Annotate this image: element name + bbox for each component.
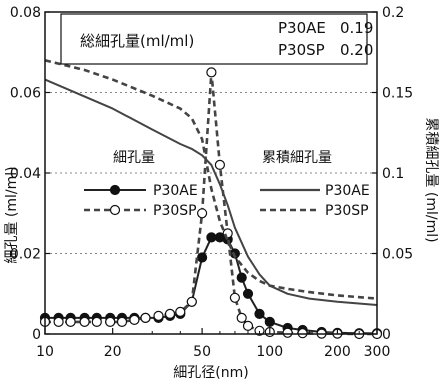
y-right-tick-label-0: 0 xyxy=(382,327,391,343)
y-left-tick-label-4: 0.08 xyxy=(10,5,41,21)
x-tick-label-1: 20 xyxy=(104,344,122,360)
total-pore-volume-box: 総細孔量(ml/ml) P30AE 0.19 P30SP 0.20 xyxy=(60,13,373,65)
y-right-tick-label-3: 0.15 xyxy=(382,86,413,102)
series-2-point-19 xyxy=(242,320,254,331)
x-tick-label-3: 100 xyxy=(256,344,283,360)
series-2-point-18 xyxy=(236,312,247,323)
legend-pore-volume: 細孔量 P30AE P30SP xyxy=(84,150,198,219)
series-layer xyxy=(39,59,383,340)
gridlines xyxy=(45,92,377,254)
series-2-point-22 xyxy=(282,327,293,338)
legend-left-label-1: P30AE xyxy=(153,183,198,199)
series-2-point-11 xyxy=(175,306,186,317)
y-left-tick-label-1: 0.02 xyxy=(10,247,41,263)
y-right-tick-label-4: 0.2 xyxy=(382,5,404,21)
series-2-point-14 xyxy=(206,67,217,78)
x-axis-title: 細孔径(nm) xyxy=(173,365,248,381)
series-2-point-15 xyxy=(214,159,225,170)
series-2-point-20 xyxy=(254,325,265,336)
series-2-point-6 xyxy=(116,316,128,327)
series-1-point-14 xyxy=(206,232,217,243)
series-2-point-3 xyxy=(79,316,90,327)
series-2-point-23 xyxy=(297,328,308,339)
legend-right-heading: 累積細孔量 xyxy=(262,150,332,166)
series-1-point-18 xyxy=(236,272,247,283)
y-right-tick-label-2: 0.1 xyxy=(382,166,404,182)
x-tick-label-5: 300 xyxy=(364,344,391,360)
legend-right-label-1: P30AE xyxy=(325,183,370,199)
series-2-point-5 xyxy=(105,316,116,327)
legend-left-label-2: P30SP xyxy=(153,203,197,219)
series-1-point-19 xyxy=(242,288,254,299)
y-right-tick-label-1: 0.05 xyxy=(382,247,413,263)
series-2-point-12 xyxy=(186,296,197,307)
series-2-point-2 xyxy=(65,316,76,327)
legend-cumulative: 累積細孔量 P30AE P30SP xyxy=(260,150,370,219)
info-box-row-1-value: 0.19 xyxy=(340,19,373,37)
info-box-row-2-name: P30SP xyxy=(278,41,325,59)
series-1-point-13 xyxy=(197,252,208,263)
series-line-1 xyxy=(45,236,377,335)
series-line-3 xyxy=(44,78,378,306)
series-1-point-21 xyxy=(264,316,275,327)
series-2-point-1 xyxy=(53,316,64,327)
y-left-tick-label-3: 0.06 xyxy=(10,86,41,102)
y-left-tick-label-2: 0.04 xyxy=(10,166,41,182)
axes: 0 0.02 0.04 0.06 0.08 0 0.05 0.1 0.15 0.2 10 20 50 10… xyxy=(10,5,413,360)
series-1-point-20 xyxy=(254,308,265,319)
info-box-row-1-name: P30AE xyxy=(278,19,326,37)
series-2-point-4 xyxy=(91,316,102,327)
legend-left-heading: 細孔量 xyxy=(113,150,155,166)
series-2-point-13 xyxy=(197,208,208,219)
info-box-title: 総細孔量(ml/ml) xyxy=(80,32,194,50)
series-2-point-16 xyxy=(222,228,233,239)
y-axis-right-title: 累積細孔量 (ml/ml) xyxy=(423,117,439,242)
x-tick-label-2: 50 xyxy=(193,344,211,360)
series-line-4 xyxy=(44,59,378,300)
series-2-point-8 xyxy=(140,312,151,323)
y-axis-left-title: 細孔量 (ml/ml) xyxy=(4,166,20,263)
x-tick-label-4: 200 xyxy=(324,344,351,360)
legend-left-marker-1 xyxy=(109,184,121,196)
series-2-point-17 xyxy=(229,292,240,303)
series-2-point-10 xyxy=(164,308,176,319)
y-left-tick-label-0: 0 xyxy=(32,327,41,343)
series-line-2 xyxy=(45,71,377,336)
legend-right-label-2: P30SP xyxy=(325,203,369,219)
info-box-row-2-value: 0.20 xyxy=(340,41,373,59)
series-2-point-9 xyxy=(153,310,164,321)
series-2-point-7 xyxy=(129,314,140,325)
legend-left-marker-2 xyxy=(109,204,121,216)
x-tick-label-0: 10 xyxy=(36,344,54,360)
